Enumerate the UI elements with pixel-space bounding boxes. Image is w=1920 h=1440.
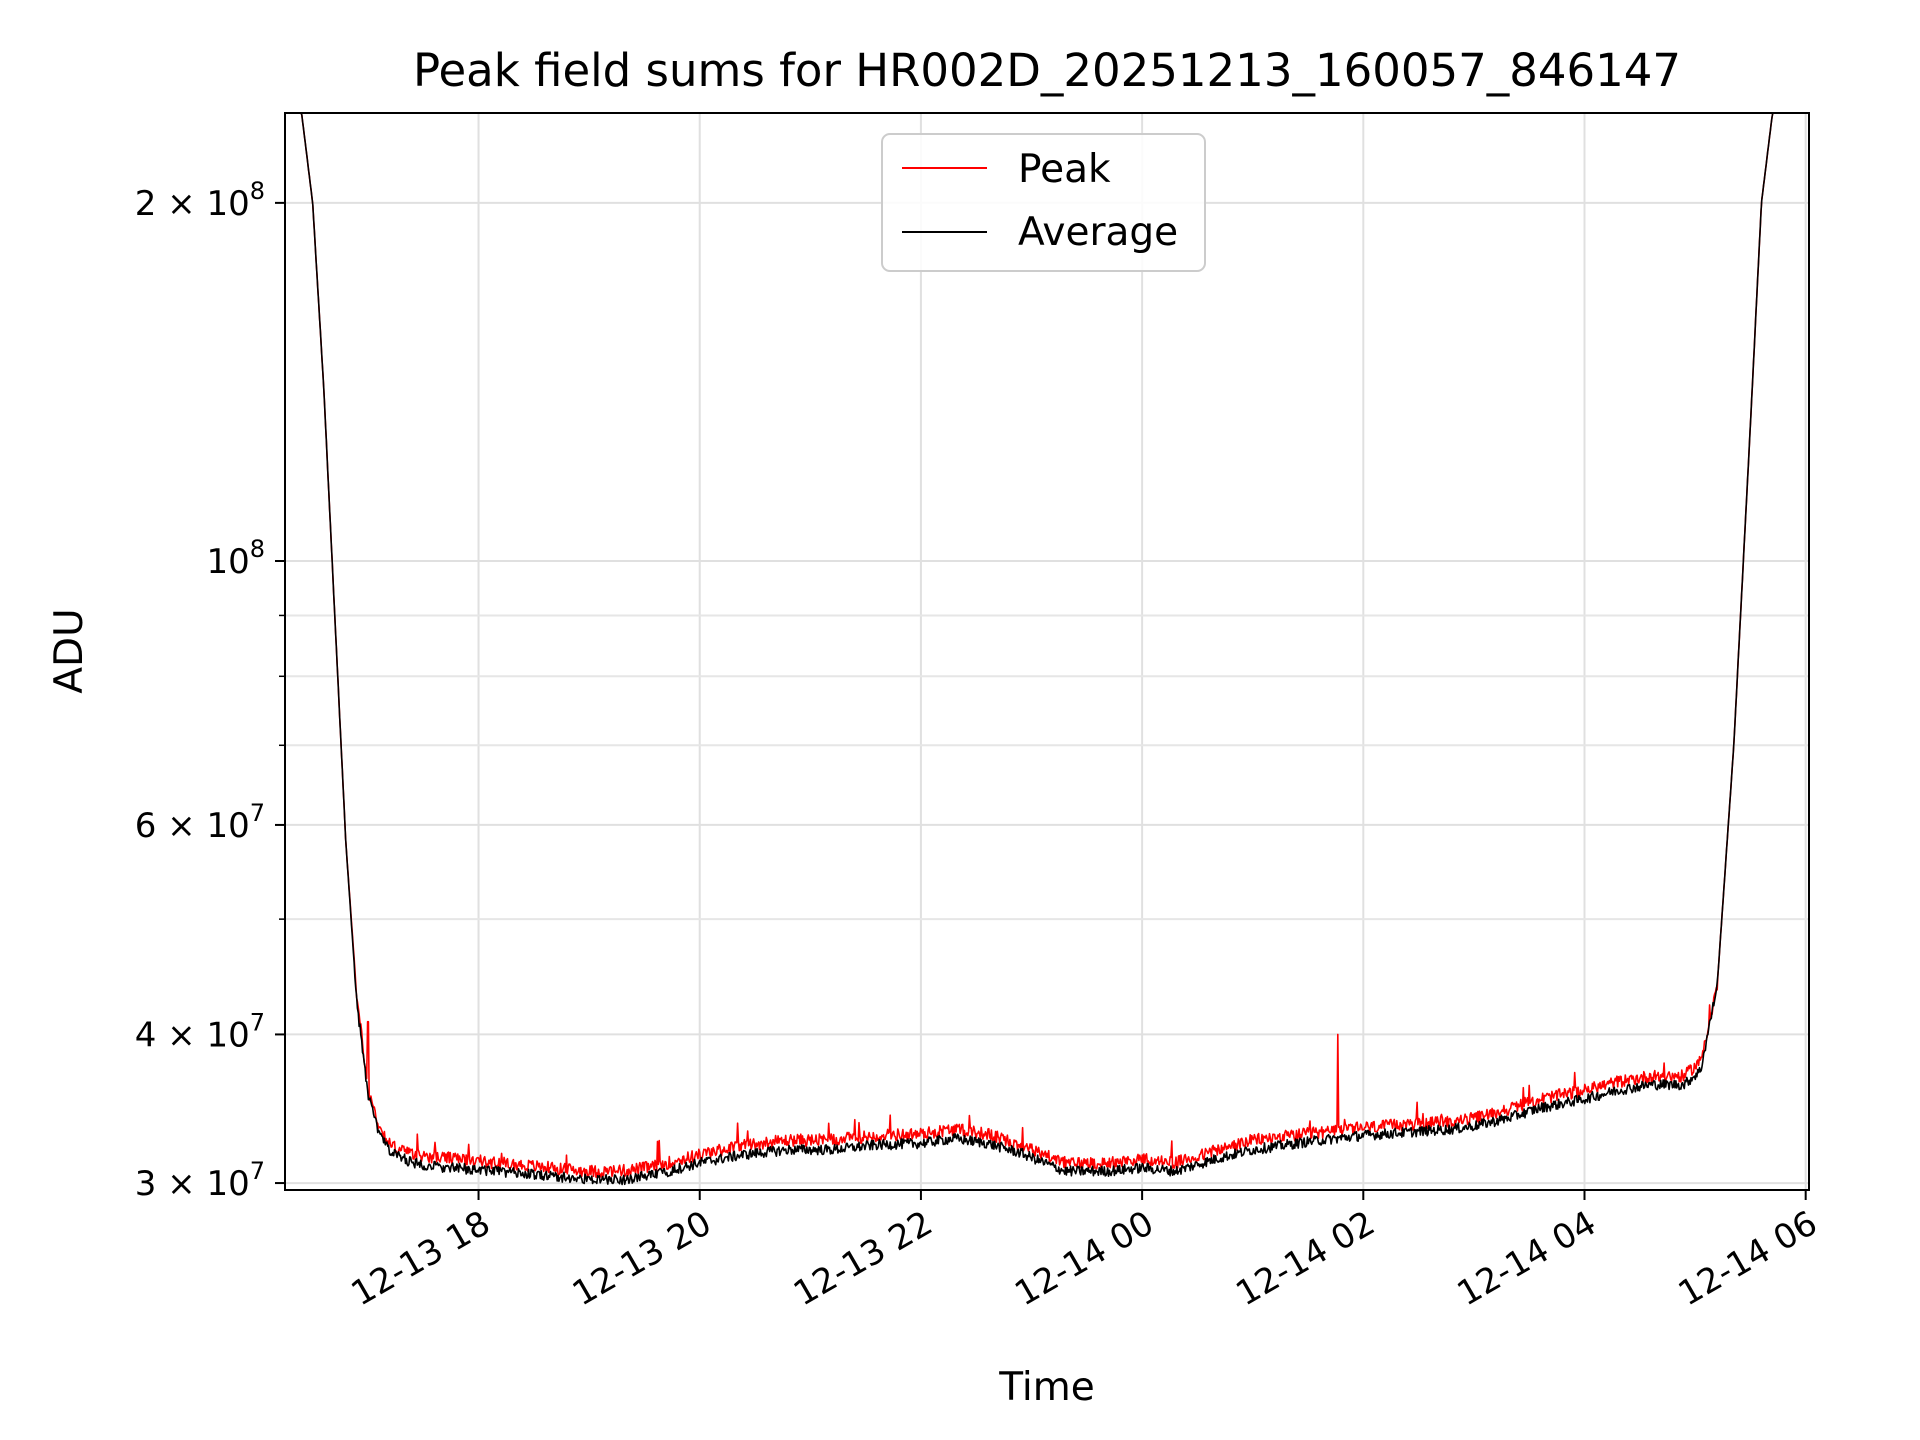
y-tick-label: 4 × 107	[135, 1008, 265, 1055]
y-tick-label: 6 × 107	[135, 799, 265, 846]
series-line-average	[288, 113, 1806, 1186]
y-axis-label: ADU	[47, 608, 92, 693]
legend: Peak Average	[881, 133, 1206, 272]
chart-title: Peak field sums for HR002D_20251213_1600…	[413, 44, 1681, 97]
y-axis-ticks: 3 × 107 4 × 107 6 × 107 108 2 × 108	[135, 177, 285, 1204]
y-tick-label: 3 × 107	[135, 1157, 265, 1204]
series-lines	[288, 113, 1806, 1186]
legend-average-label: Average	[1018, 210, 1178, 255]
series-line-peak	[288, 113, 1806, 1178]
plot-frame	[284, 112, 1810, 1191]
legend-peak-label: Peak	[1018, 147, 1111, 192]
grid-lines	[285, 113, 1809, 1190]
y-tick-label: 2 × 108	[135, 177, 265, 224]
y-tick-label: 108	[206, 535, 265, 582]
x-axis-label: Time	[998, 1365, 1094, 1410]
